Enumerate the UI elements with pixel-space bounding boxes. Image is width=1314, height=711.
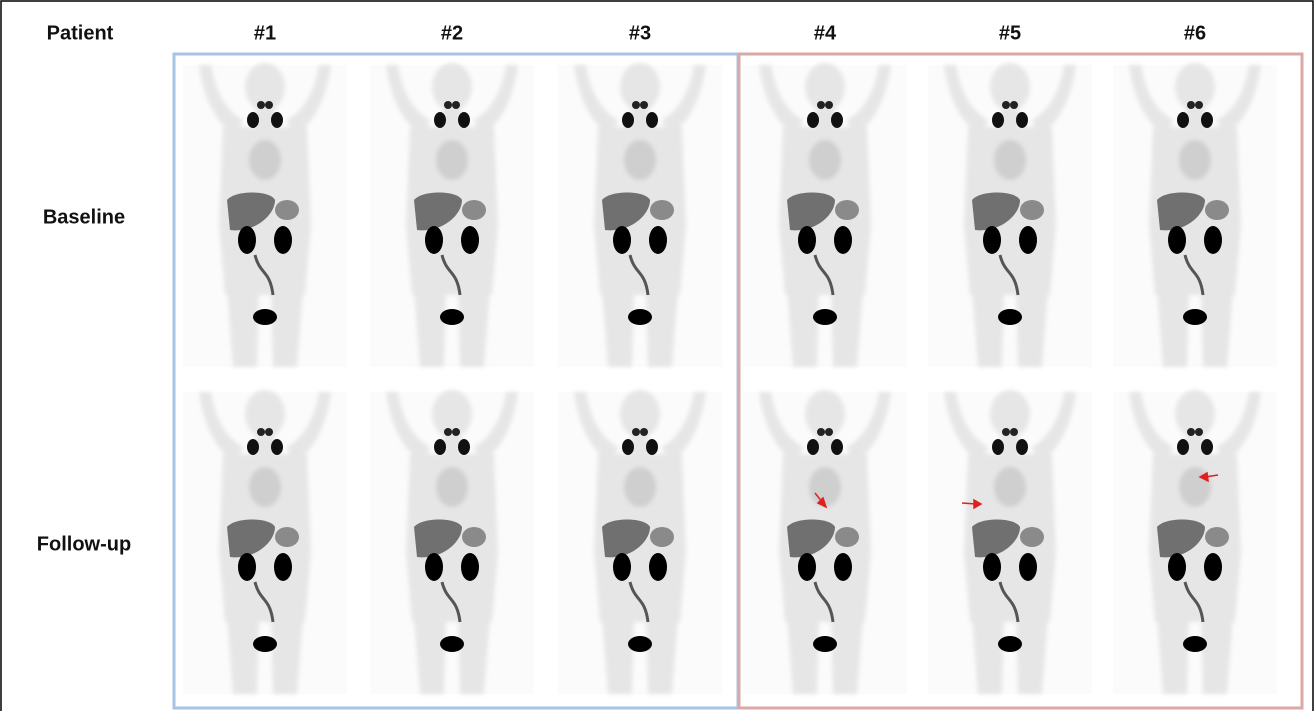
patient-label: #4 (814, 22, 837, 44)
pet-scan-image (1113, 63, 1277, 367)
pet-scan-image (370, 390, 534, 694)
scan-grid (183, 63, 1277, 694)
header-label: Patient (47, 22, 114, 44)
pet-scan-image (558, 390, 722, 694)
patient-label: #5 (999, 22, 1021, 44)
patient-label: #1 (254, 22, 276, 44)
pet-scan-image (183, 63, 347, 367)
pet-scan-image (743, 63, 907, 367)
row-label: Follow-up (37, 533, 131, 555)
patient-label: #3 (629, 22, 651, 44)
figure: Patient Baseline Follow-up #1 #2 #3 #4 #5 #6 (0, 0, 1314, 711)
patient-label: #6 (1184, 22, 1206, 44)
pet-scan-image (928, 63, 1092, 367)
pet-scan-image (1113, 390, 1277, 694)
row-label: Baseline (43, 206, 125, 228)
patient-label: #2 (441, 22, 463, 44)
pet-scan-image (370, 63, 534, 367)
pet-scan-image (928, 390, 1092, 694)
pet-scan-image (183, 390, 347, 694)
pet-scan-image (743, 390, 907, 694)
pet-scan-image (558, 63, 722, 367)
